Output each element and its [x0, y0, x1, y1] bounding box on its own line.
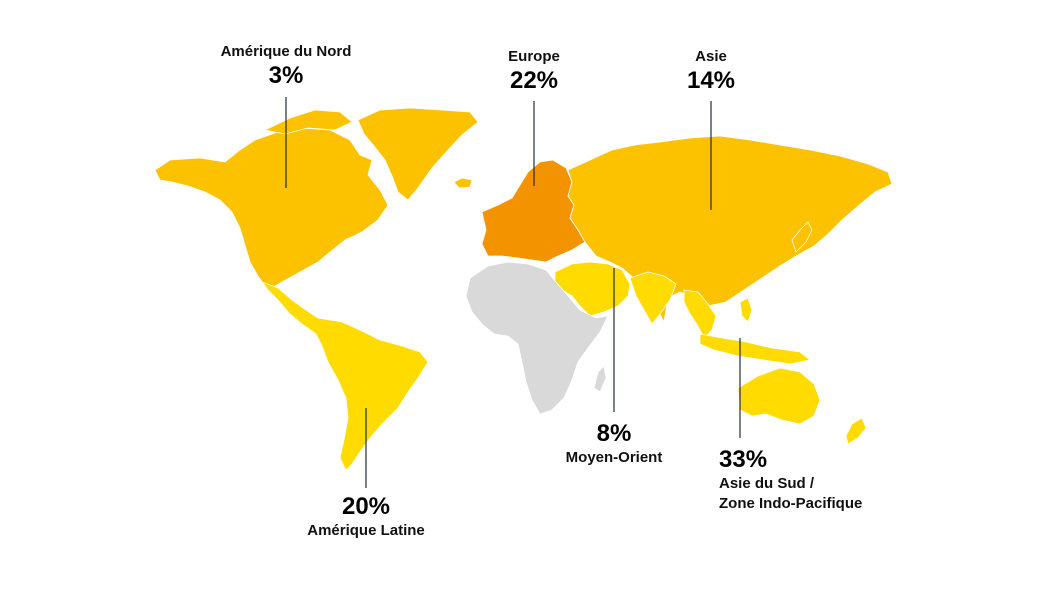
north-america-shape: [154, 127, 389, 291]
middle-east-shape: [554, 261, 631, 317]
label-europe: Europe 22%: [474, 47, 594, 95]
label-latin-america: 20% Amérique Latine: [286, 493, 446, 541]
iceland-shape: [453, 177, 473, 189]
japan-shape: [791, 221, 813, 253]
region-pct-europe: 22%: [509, 67, 559, 94]
label-south-asia-pacific: 33% Asie du Sud / Zone Indo-Pacifique: [719, 446, 919, 514]
africa-shape: [465, 261, 609, 415]
region-name-middle-east: Moyen-Orient: [565, 449, 663, 466]
region-name-latin-america: Amérique Latine: [307, 522, 425, 539]
philippines-shape: [739, 297, 753, 323]
canadian-islands-shape: [264, 109, 353, 135]
new-zealand-shape: [845, 417, 867, 445]
region-pct-latin-america: 20%: [341, 493, 391, 520]
label-asia: Asie 14%: [651, 47, 771, 95]
region-pct-south-asia-pacific: 33%: [719, 446, 768, 473]
region-pct-north-america: 3%: [268, 62, 304, 89]
label-north-america: Amérique du Nord 3%: [186, 42, 386, 90]
madagascar-shape: [593, 365, 607, 393]
region-name-south-asia-pacific-line2: Zone Indo-Pacifique: [719, 495, 863, 512]
region-name-south-asia-pacific-line1: Asie du Sud /: [719, 475, 815, 492]
region-name-europe: Europe: [508, 48, 560, 65]
label-middle-east: 8% Moyen-Orient: [544, 420, 684, 468]
region-name-asia: Asie: [695, 48, 727, 65]
region-pct-asia: 14%: [686, 67, 736, 94]
southeast-asia-shape: [683, 289, 717, 339]
australia-shape: [737, 367, 821, 425]
region-name-north-america: Amérique du Nord: [220, 43, 352, 60]
region-pct-middle-east: 8%: [596, 420, 632, 447]
greenland-shape: [357, 107, 479, 201]
leader-lines: [285, 97, 741, 488]
indonesia-shape: [699, 333, 811, 365]
latin-america-shape: [261, 281, 429, 471]
india-shape: [629, 271, 677, 325]
